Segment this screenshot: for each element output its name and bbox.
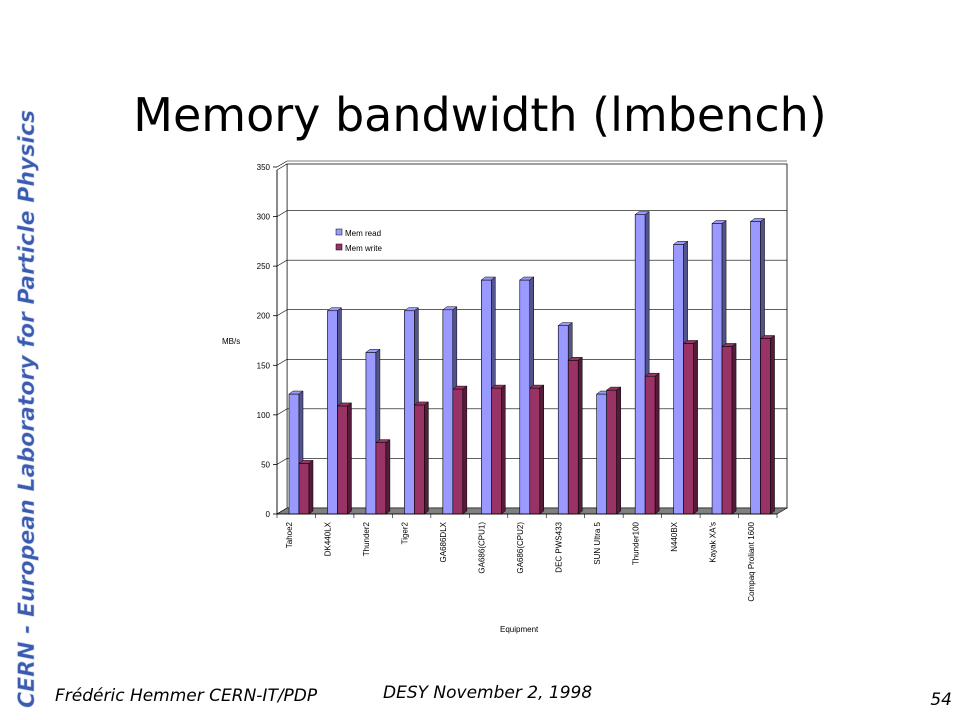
bar-mem-write-side — [693, 339, 698, 515]
legend-label-mem-read: Mem read — [345, 229, 381, 238]
bar-mem-write-side — [462, 385, 468, 515]
x-tick-label: Compaq Proliant 1600 — [747, 521, 756, 601]
bar-mem-write — [375, 442, 387, 515]
bar-mem-write — [337, 405, 348, 515]
bar-mem-write — [644, 375, 656, 515]
bar-mem-write — [721, 346, 733, 515]
gridline-depth — [276, 359, 288, 366]
y-tick-label: 200 — [257, 312, 271, 321]
x-tick-label: GA686(CPU1) — [478, 522, 487, 574]
bar-mem-write — [567, 360, 579, 515]
bar-mem-write — [298, 463, 310, 515]
y-tick-label: 50 — [261, 460, 270, 469]
bar-mem-read — [711, 223, 723, 515]
x-tick-label: N440BX — [670, 521, 679, 551]
bar-mem-write-side — [347, 402, 352, 515]
bar-mem-read — [673, 244, 684, 515]
bar-mem-write — [760, 338, 771, 515]
x-tick-label: Kayak XA's — [708, 522, 717, 563]
y-tick-label: 100 — [257, 411, 271, 420]
bar-mem-read — [365, 352, 377, 515]
bar-mem-read — [634, 214, 646, 515]
side-banner-text: CERN - European Laboratory for Particle … — [15, 110, 40, 708]
slide-title: Memory bandwidth (lmbench) — [133, 88, 827, 142]
bar-mem-write — [529, 387, 541, 515]
bar-mem-write-side — [654, 372, 660, 515]
legend-label-mem-write: Mem write — [345, 244, 382, 253]
bar-mem-read — [557, 325, 569, 515]
bar-mem-read — [596, 393, 607, 515]
bar-mem-write-side — [770, 335, 775, 515]
gridline-depth — [276, 259, 288, 267]
y-tick-label: 300 — [257, 213, 271, 222]
bar-mem-write — [452, 388, 464, 515]
x-tick-label: Thunder100 — [631, 521, 640, 565]
gridline-depth — [276, 309, 288, 316]
bar-mem-read — [288, 393, 300, 515]
y-tick-label: 0 — [266, 510, 271, 519]
x-tick-label: Thunder2 — [362, 521, 371, 556]
x-tick-label: Tiger2 — [401, 521, 410, 544]
bar-mem-write-side — [424, 401, 429, 515]
bar-mem-write — [683, 343, 694, 515]
bar-mem-read — [327, 310, 338, 515]
x-tick-label: SUN Ultra 5 — [593, 521, 602, 564]
x-axis-label: Equipment — [500, 625, 539, 634]
y-tick-label: 350 — [257, 163, 271, 172]
gridline-depth — [276, 408, 288, 416]
y-tick-label: 250 — [257, 262, 271, 271]
bar-mem-read — [750, 221, 761, 515]
gridline-depth — [276, 458, 288, 465]
page-number: 54 — [930, 690, 952, 710]
bar-mem-write-side — [385, 439, 391, 515]
chart-legend: Mem read Mem write — [335, 228, 382, 253]
gridline-depth — [276, 160, 288, 168]
bar-mem-read — [519, 279, 531, 515]
bar-mem-write — [491, 387, 502, 515]
x-tick-label: GA686DLX — [439, 521, 448, 562]
bar-mem-write-side — [539, 384, 545, 515]
bandwidth-chart: 0 50 100 150 200 250 300 350 Tahoe2 DK440LX Thunde… — [222, 160, 789, 634]
bar-mem-write-side — [501, 384, 506, 515]
legend-swatch-mem-write — [335, 243, 343, 251]
bar-mem-read — [481, 279, 492, 515]
chart-bars — [288, 211, 776, 515]
bar-mem-write — [606, 389, 617, 515]
x-tick-label: Tahoe2 — [285, 521, 294, 548]
bar-mem-write — [414, 404, 425, 515]
y-tick-label: 150 — [257, 361, 271, 370]
bar-mem-read — [404, 310, 415, 515]
bar-mem-read — [442, 309, 454, 515]
side-banner: CERN - European Laboratory for Particle … — [15, 110, 41, 709]
y-axis-label: MB/s — [222, 337, 240, 346]
x-tick-label: GA686(CPU2) — [516, 522, 525, 574]
bar-mem-write-side — [308, 459, 314, 515]
legend-swatch-mem-read — [335, 228, 343, 236]
footer-author: Frédéric Hemmer CERN-IT/PDP — [55, 686, 318, 706]
x-tick-label: DEC PWS433 — [554, 521, 563, 572]
bar-mem-write-side — [616, 386, 621, 515]
gridline-depth — [276, 210, 288, 217]
x-tick-label: DK440LX — [324, 521, 333, 556]
bar-mem-write-side — [577, 356, 583, 515]
chart-axes: 0 50 100 150 200 250 300 350 Tahoe2 DK440LX Thunde… — [257, 163, 778, 602]
footer-event: DESY November 2, 1998 — [383, 683, 593, 703]
bar-mem-write-side — [731, 342, 737, 515]
